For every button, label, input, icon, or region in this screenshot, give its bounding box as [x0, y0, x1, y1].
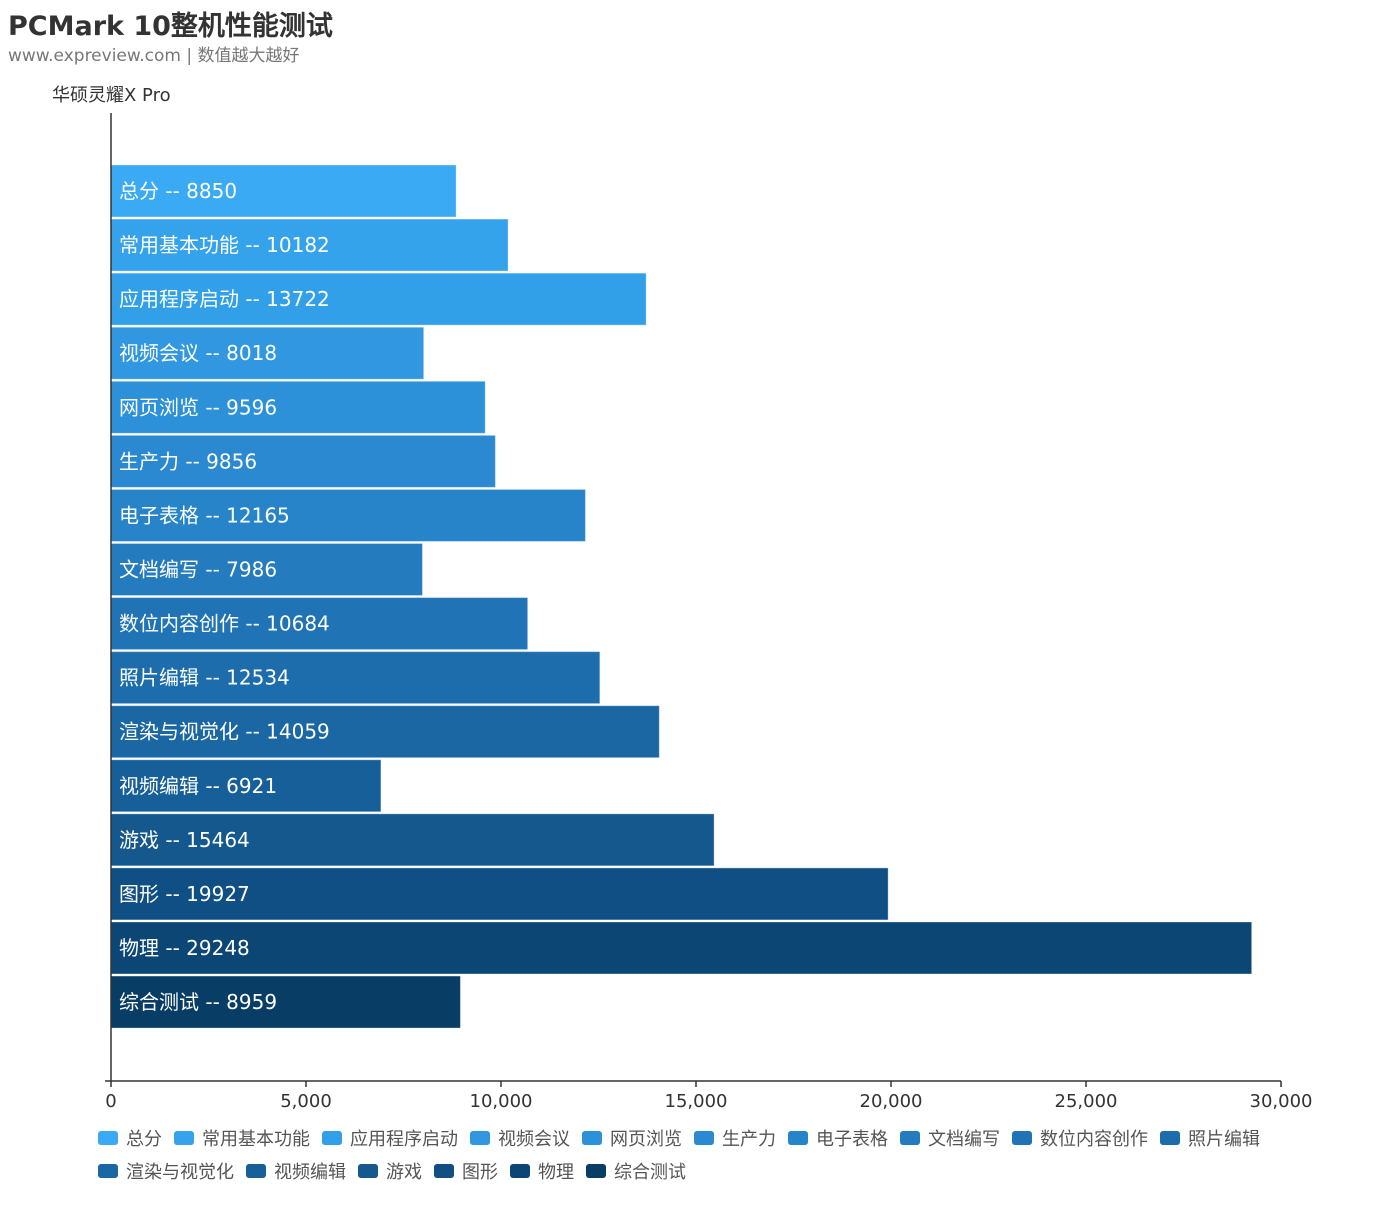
bar-label-11: 渲染与视觉化 -- 14059 — [119, 720, 330, 744]
legend-label: 数位内容创作 — [1040, 1128, 1148, 1150]
legend-swatch — [694, 1130, 714, 1145]
legend-swatch — [582, 1130, 602, 1145]
bar-14 — [110, 867, 889, 921]
x-tick-label-3: 15,000 — [665, 1091, 728, 1112]
legend-swatch — [174, 1130, 194, 1145]
legend-item-15[interactable]: 物理 — [510, 1158, 574, 1184]
x-tick-label-4: 20,000 — [860, 1091, 923, 1112]
legend-item-4[interactable]: 视频会议 — [470, 1125, 570, 1151]
bar-label-16: 综合测试 -- 8959 — [119, 990, 277, 1014]
bar-13 — [110, 813, 715, 867]
bar-9 — [110, 597, 529, 651]
bar-4 — [110, 326, 425, 380]
legend-row-1: 总分 常用基本功能 应用程序启动 视频会议 网页浏览 生产力 电子表格 文档编写 数位内容创作 照… — [98, 1121, 1338, 1154]
legend-label: 文档编写 — [928, 1128, 1000, 1150]
legend-label: 游戏 — [386, 1161, 422, 1183]
legend-label: 网页浏览 — [610, 1128, 682, 1150]
bar-label-2: 常用基本功能 -- 10182 — [119, 233, 330, 257]
legend-swatch — [98, 1163, 118, 1178]
legend-swatch — [434, 1163, 454, 1178]
bar-6 — [110, 434, 496, 488]
legend: 总分 常用基本功能 应用程序启动 视频会议 网页浏览 生产力 电子表格 文档编写 数位内容创作 照… — [98, 1121, 1338, 1187]
bar-11 — [110, 705, 660, 759]
legend-item-8[interactable]: 文档编写 — [900, 1125, 1000, 1151]
legend-swatch — [1160, 1130, 1180, 1145]
bar-7 — [110, 488, 586, 542]
legend-swatch — [322, 1130, 342, 1145]
bar-label-9: 数位内容创作 -- 10684 — [119, 612, 330, 636]
legend-swatch — [510, 1163, 530, 1178]
bar-label-4: 视频会议 -- 8018 — [119, 341, 277, 365]
legend-label: 综合测试 — [614, 1161, 686, 1183]
bar-label-5: 网页浏览 -- 9596 — [119, 395, 277, 419]
legend-label: 视频会议 — [498, 1128, 570, 1150]
legend-item-6[interactable]: 生产力 — [694, 1125, 776, 1151]
legend-item-3[interactable]: 应用程序启动 — [322, 1125, 458, 1151]
legend-label: 渲染与视觉化 — [126, 1161, 234, 1183]
bar-8 — [110, 542, 423, 596]
x-tick-label-5: 25,000 — [1055, 1091, 1118, 1112]
legend-swatch — [900, 1130, 920, 1145]
bar-label-10: 照片编辑 -- 12534 — [119, 666, 290, 690]
legend-item-11[interactable]: 渲染与视觉化 — [98, 1158, 234, 1184]
legend-swatch — [586, 1163, 606, 1178]
bar-label-8: 文档编写 -- 7986 — [119, 557, 277, 581]
legend-label: 生产力 — [722, 1128, 776, 1150]
legend-item-13[interactable]: 游戏 — [358, 1158, 422, 1184]
legend-label: 电子表格 — [816, 1128, 888, 1150]
legend-label: 照片编辑 — [1188, 1128, 1260, 1150]
legend-item-16[interactable]: 综合测试 — [586, 1158, 686, 1184]
legend-row-2: 渲染与视觉化 视频编辑 游戏 图形 物理 综合测试 — [98, 1154, 1338, 1187]
chart-subtitle: www.expreview.com | 数值越大越好 — [8, 46, 300, 66]
x-tick-label-2: 10,000 — [470, 1091, 533, 1112]
legend-item-10[interactable]: 照片编辑 — [1160, 1125, 1260, 1151]
legend-item-2[interactable]: 常用基本功能 — [174, 1125, 310, 1151]
x-tick-label-0: 0 — [105, 1091, 116, 1112]
legend-label: 物理 — [538, 1161, 574, 1183]
legend-swatch — [1012, 1130, 1032, 1145]
legend-item-9[interactable]: 数位内容创作 — [1012, 1125, 1148, 1151]
legend-swatch — [98, 1130, 118, 1145]
bar-1 — [110, 164, 457, 218]
x-tick-label-1: 5,000 — [280, 1091, 332, 1112]
legend-label: 应用程序启动 — [350, 1128, 458, 1150]
x-tick-label-6: 30,000 — [1250, 1091, 1313, 1112]
legend-item-1[interactable]: 总分 — [98, 1125, 162, 1151]
bar-5 — [110, 380, 486, 434]
bar-10 — [110, 651, 601, 705]
legend-swatch — [358, 1163, 378, 1178]
bar-label-15: 物理 -- 29248 — [119, 936, 250, 960]
legend-swatch — [246, 1163, 266, 1178]
legend-swatch — [470, 1130, 490, 1145]
bar-label-14: 图形 -- 19927 — [119, 882, 250, 906]
bar-label-3: 应用程序启动 -- 13722 — [119, 287, 330, 311]
bar-label-13: 游戏 -- 15464 — [119, 828, 250, 852]
chart-title: PCMark 10整机性能测试 — [8, 11, 333, 42]
legend-item-14[interactable]: 图形 — [434, 1158, 498, 1184]
bar-15 — [110, 921, 1253, 975]
y-axis-label: 华硕灵耀X Pro — [52, 85, 171, 106]
legend-item-12[interactable]: 视频编辑 — [246, 1158, 346, 1184]
legend-item-5[interactable]: 网页浏览 — [582, 1125, 682, 1151]
legend-swatch — [788, 1130, 808, 1145]
legend-label: 常用基本功能 — [202, 1128, 310, 1150]
legend-label: 图形 — [462, 1161, 498, 1183]
legend-item-7[interactable]: 电子表格 — [788, 1125, 888, 1151]
bar-label-12: 视频编辑 -- 6921 — [119, 774, 277, 798]
bar-label-6: 生产力 -- 9856 — [119, 449, 257, 473]
legend-label: 总分 — [126, 1128, 162, 1150]
legend-label: 视频编辑 — [274, 1161, 346, 1183]
bar-label-7: 电子表格 -- 12165 — [119, 503, 290, 527]
bar-12 — [110, 759, 382, 813]
bar-label-1: 总分 -- 8850 — [119, 179, 237, 203]
